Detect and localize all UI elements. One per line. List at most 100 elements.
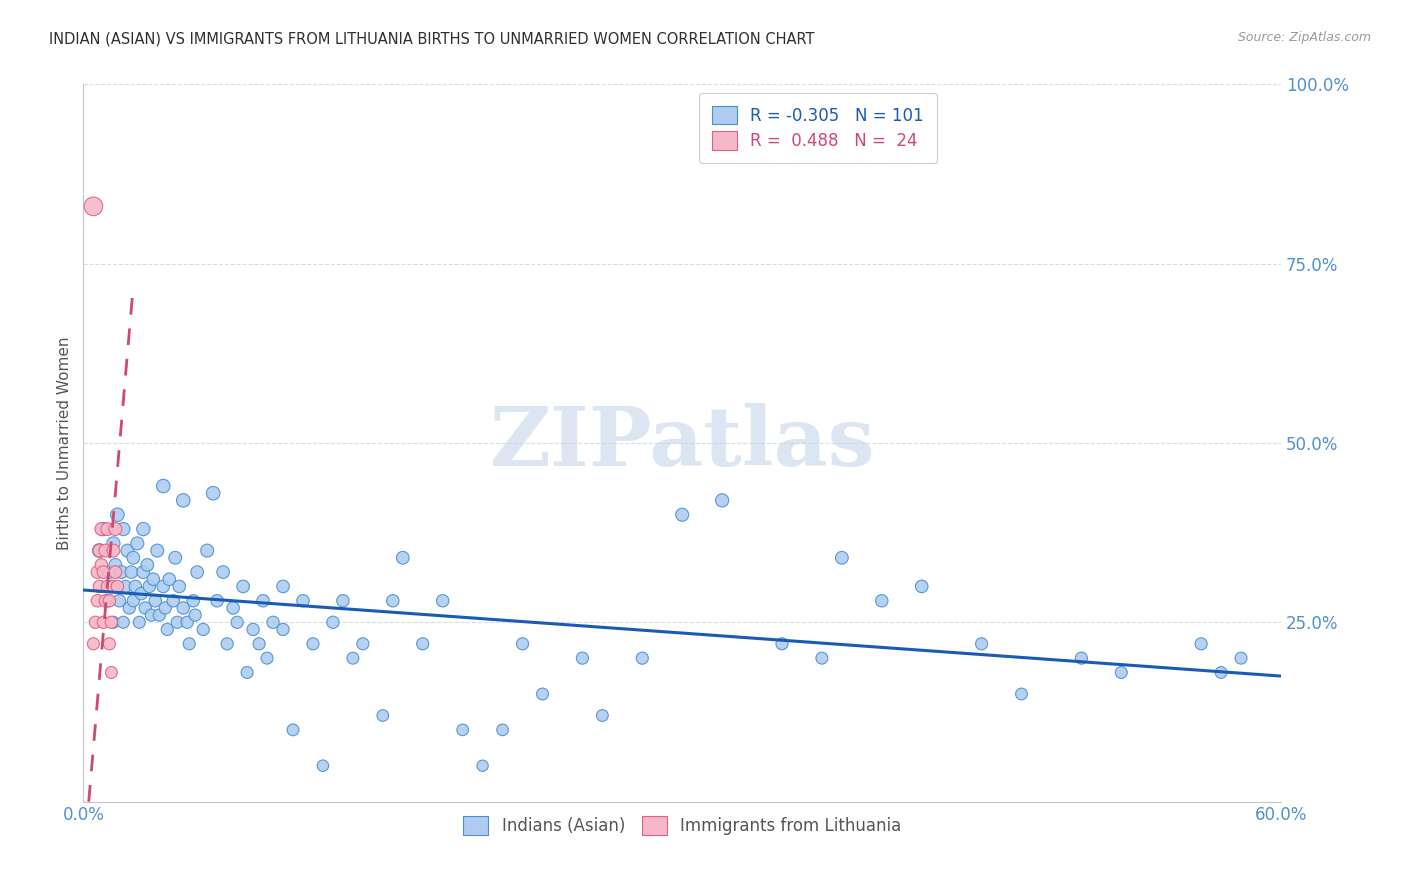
- Point: [471, 758, 494, 772]
- Point: [512, 637, 534, 651]
- Point: [391, 550, 413, 565]
- Point: [128, 615, 150, 630]
- Point: [811, 651, 834, 665]
- Point: [242, 623, 264, 637]
- Point: [117, 543, 139, 558]
- Point: [202, 486, 225, 500]
- Point: [166, 615, 188, 630]
- Point: [371, 708, 394, 723]
- Point: [271, 579, 294, 593]
- Point: [232, 579, 254, 593]
- Point: [870, 594, 893, 608]
- Point: [152, 579, 174, 593]
- Point: [205, 594, 228, 608]
- Point: [342, 651, 364, 665]
- Point: [165, 550, 187, 565]
- Point: [1189, 637, 1212, 651]
- Point: [122, 550, 145, 565]
- Point: [911, 579, 934, 593]
- Point: [86, 594, 108, 608]
- Point: [271, 623, 294, 637]
- Point: [631, 651, 654, 665]
- Point: [226, 615, 249, 630]
- Point: [152, 479, 174, 493]
- Legend: Indians (Asian), Immigrants from Lithuania: Indians (Asian), Immigrants from Lithuan…: [456, 808, 910, 844]
- Point: [143, 594, 166, 608]
- Point: [110, 565, 132, 579]
- Point: [236, 665, 259, 680]
- Point: [89, 543, 111, 558]
- Point: [831, 550, 853, 565]
- Point: [148, 608, 170, 623]
- Point: [105, 579, 128, 593]
- Point: [451, 723, 474, 737]
- Point: [96, 594, 118, 608]
- Point: [711, 493, 734, 508]
- Y-axis label: Births to Unmarried Women: Births to Unmarried Women: [58, 336, 72, 549]
- Point: [103, 615, 125, 630]
- Point: [1111, 665, 1133, 680]
- Point: [84, 615, 107, 630]
- Point: [100, 665, 122, 680]
- Point: [195, 543, 218, 558]
- Point: [93, 615, 115, 630]
- Point: [432, 594, 454, 608]
- Point: [120, 565, 142, 579]
- Point: [93, 522, 115, 536]
- Point: [104, 558, 127, 572]
- Point: [156, 623, 179, 637]
- Point: [122, 594, 145, 608]
- Point: [132, 522, 155, 536]
- Point: [100, 615, 122, 630]
- Point: [131, 586, 153, 600]
- Point: [1070, 651, 1092, 665]
- Point: [124, 579, 146, 593]
- Point: [332, 594, 354, 608]
- Point: [162, 594, 184, 608]
- Point: [531, 687, 554, 701]
- Point: [181, 594, 204, 608]
- Point: [142, 572, 165, 586]
- Point: [291, 594, 314, 608]
- Point: [491, 723, 513, 737]
- Point: [193, 623, 215, 637]
- Point: [103, 543, 125, 558]
- Point: [90, 558, 112, 572]
- Point: [217, 637, 239, 651]
- Point: [98, 565, 121, 579]
- Point: [100, 579, 122, 593]
- Point: [103, 536, 125, 550]
- Text: ZIPatlas: ZIPatlas: [489, 403, 875, 483]
- Point: [93, 565, 115, 579]
- Point: [86, 565, 108, 579]
- Point: [146, 543, 169, 558]
- Point: [281, 723, 304, 737]
- Point: [141, 608, 163, 623]
- Point: [302, 637, 325, 651]
- Point: [132, 565, 155, 579]
- Point: [104, 565, 127, 579]
- Point: [98, 594, 121, 608]
- Point: [90, 522, 112, 536]
- Point: [104, 522, 127, 536]
- Point: [252, 594, 274, 608]
- Point: [770, 637, 793, 651]
- Point: [186, 565, 208, 579]
- Point: [352, 637, 374, 651]
- Point: [172, 601, 194, 615]
- Point: [89, 579, 111, 593]
- Point: [96, 522, 118, 536]
- Point: [222, 601, 245, 615]
- Point: [322, 615, 344, 630]
- Point: [112, 522, 135, 536]
- Point: [1011, 687, 1033, 701]
- Point: [94, 543, 117, 558]
- Point: [105, 508, 128, 522]
- Point: [247, 637, 270, 651]
- Point: [82, 199, 104, 213]
- Point: [256, 651, 278, 665]
- Point: [176, 615, 198, 630]
- Point: [155, 601, 177, 615]
- Point: [82, 637, 104, 651]
- Point: [167, 579, 190, 593]
